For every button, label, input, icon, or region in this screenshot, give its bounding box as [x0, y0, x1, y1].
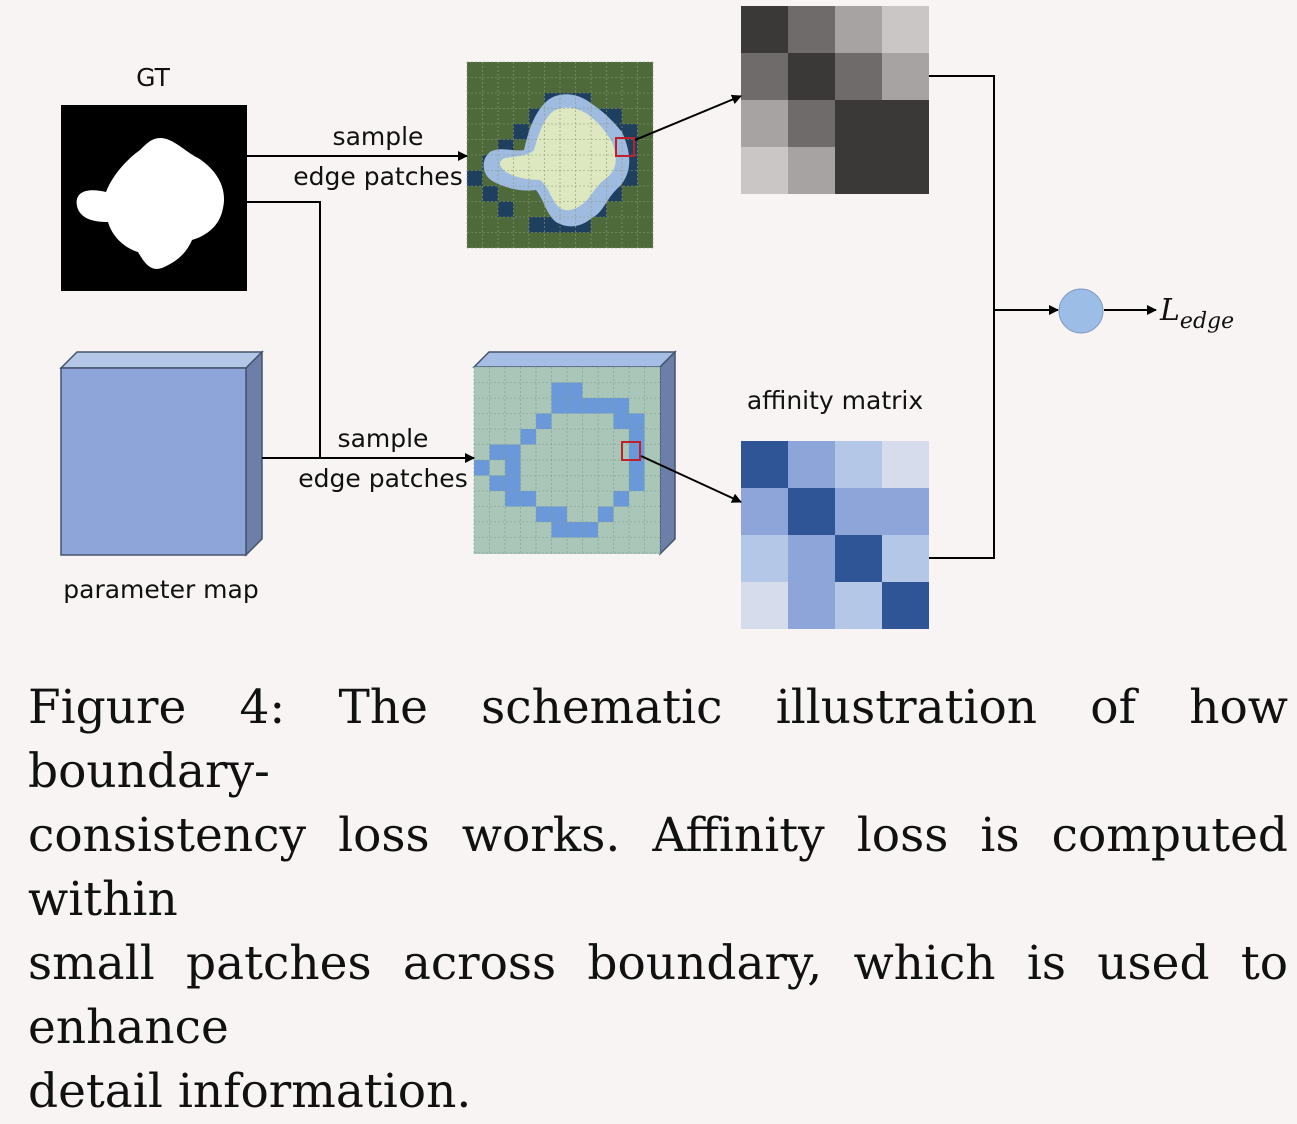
highlight-square — [621, 441, 641, 461]
param-boundary-cell — [629, 444, 645, 460]
param-boundary-cell — [551, 382, 567, 398]
param-boundary-cell — [551, 522, 567, 538]
gt-affinity-cell — [835, 100, 882, 147]
gt-affinity-cell — [882, 53, 929, 100]
gt-affinity-cell — [788, 53, 835, 100]
patch-boundary-cell — [622, 124, 638, 140]
pred-affinity-cell — [788, 535, 835, 582]
param-boundary-cell — [551, 398, 567, 414]
pred-affinity-cell — [741, 488, 788, 535]
param-boundary-cell — [613, 413, 629, 429]
param-boundary-cell — [598, 506, 614, 522]
pred-affinity-cell — [741, 441, 788, 488]
pred-affinity-cell — [741, 535, 788, 582]
param-boundary-cell — [489, 475, 505, 491]
caption-line-1: Figure 4: The schematic illustration of … — [28, 680, 1288, 799]
param-boundary-cell — [520, 429, 536, 445]
caption-line-2: consistency loss works. Affinity loss is… — [28, 808, 1288, 927]
pred-affinity-cell — [788, 441, 835, 488]
gt-affinity-cell — [741, 53, 788, 100]
gt-affinity-cell — [741, 100, 788, 147]
gt-edge-patch — [466, 61, 654, 249]
param-boundary-cell — [613, 491, 629, 507]
pred-affinity-cell — [741, 582, 788, 629]
gt-affinity-cell — [741, 6, 788, 53]
caption-line-3: small patches across boundary, which is … — [28, 936, 1288, 1055]
param-boundary-cell — [582, 398, 598, 414]
patch-boundary-cell — [529, 217, 545, 233]
connectors — [247, 75, 1157, 559]
param-boundary-cell — [629, 475, 645, 491]
param-boundary-cell — [567, 382, 583, 398]
gt-label: GT — [136, 63, 170, 92]
figure-caption: Figure 4: The schematic illustration of … — [28, 676, 1288, 1124]
param-boundary-cell — [505, 444, 521, 460]
param-boundary-cell — [536, 413, 552, 429]
gt-affinity-cell — [788, 147, 835, 194]
gt-mask — [61, 105, 247, 291]
pred-affinity-cell — [788, 488, 835, 535]
param-boundary-cell — [567, 522, 583, 538]
param-boundary-cell — [536, 506, 552, 522]
predicted-affinity-matrix — [741, 441, 929, 629]
sample-label-bottom: sample — [338, 424, 429, 453]
patch-inner-core — [500, 107, 616, 211]
edge-patches-label-top: edge patches — [293, 162, 462, 191]
pred-affinity-cell — [882, 535, 929, 582]
param-boundary-cell — [505, 460, 521, 476]
gt-affinity-cell — [835, 53, 882, 100]
caption-line-4: detail information. — [28, 1064, 472, 1119]
loss-label: Ledge — [1159, 293, 1234, 334]
parameter-edge-patch — [472, 350, 677, 556]
pred-affinity-cell — [835, 535, 882, 582]
gt-affinity-cell — [835, 147, 882, 194]
affinity-matrix-label: affinity matrix — [747, 386, 923, 415]
parameter-map-cube — [59, 350, 264, 557]
gt-affinity-cell — [788, 6, 835, 53]
patch-boundary-cell — [467, 170, 483, 186]
param-boundary-cell — [520, 491, 536, 507]
patch-boundary-cell — [498, 201, 514, 217]
sample-label-top: sample — [333, 122, 424, 151]
gt-affinity-cell — [741, 147, 788, 194]
pred-affinity-cell — [788, 582, 835, 629]
param-boundary-cell — [567, 398, 583, 414]
loss-node — [1058, 288, 1104, 334]
patch-boundary-cell — [482, 186, 498, 202]
edge-patches-label-bottom: edge patches — [298, 464, 467, 493]
pred-affinity-cell — [835, 582, 882, 629]
pred-affinity-cell — [882, 488, 929, 535]
pred-affinity-cell — [835, 488, 882, 535]
param-boundary-cell — [598, 398, 614, 414]
param-boundary-cell — [474, 460, 490, 476]
param-boundary-cell — [582, 522, 598, 538]
param-boundary-cell — [629, 413, 645, 429]
param-boundary-cell — [551, 506, 567, 522]
parameter-map-label: parameter map — [63, 575, 258, 604]
pred-affinity-cell — [882, 582, 929, 629]
param-boundary-cell — [505, 491, 521, 507]
param-boundary-cell — [505, 475, 521, 491]
highlight-square — [615, 137, 635, 157]
gt-affinity-cell — [882, 100, 929, 147]
gt-affinity-matrix — [741, 6, 929, 194]
gt-affinity-cell — [788, 100, 835, 147]
pred-affinity-cell — [882, 441, 929, 488]
param-boundary-cell — [629, 460, 645, 476]
patch-boundary-cell — [513, 124, 529, 140]
gt-affinity-cell — [882, 147, 929, 194]
pred-affinity-cell — [835, 441, 882, 488]
diagram: GT parameter map affinity matrix sample … — [59, 6, 1234, 629]
param-boundary-cell — [489, 444, 505, 460]
gt-affinity-cell — [835, 6, 882, 53]
gt-affinity-cell — [882, 6, 929, 53]
param-boundary-cell — [629, 429, 645, 445]
param-boundary-cell — [613, 398, 629, 414]
